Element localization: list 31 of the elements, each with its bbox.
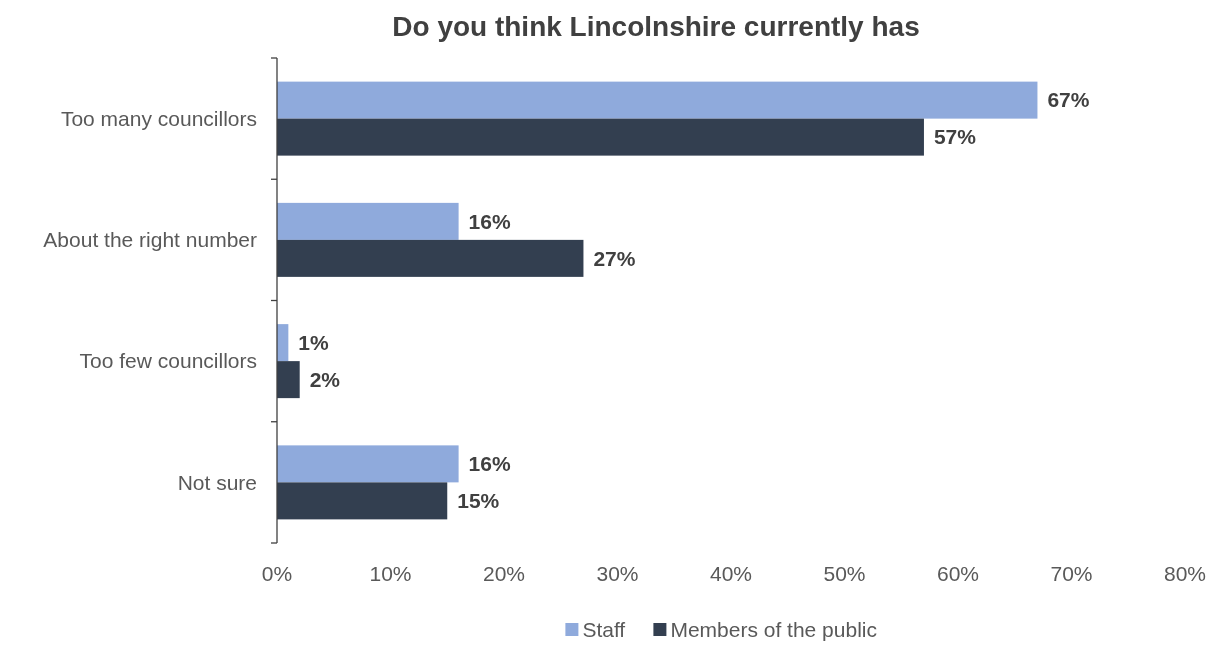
y-tick-label: Too many councillors (60, 106, 257, 130)
x-tick-label: 40% (709, 562, 753, 585)
y-tick-label: About the right number (43, 228, 257, 252)
data-label: 15% (457, 489, 500, 513)
bar (277, 445, 459, 483)
data-label: 16% (468, 209, 511, 233)
x-tick-label: 80% (1163, 562, 1207, 585)
x-tick-label: 20% (482, 562, 526, 585)
data-label: 57% (933, 125, 977, 149)
x-tick-label: 0% (261, 562, 293, 585)
bar (277, 202, 459, 240)
y-tick-label: Too few councillors (79, 349, 257, 373)
data-label: 27% (593, 246, 636, 270)
bar (277, 482, 448, 520)
x-tick-label: 60% (936, 562, 980, 585)
x-tick-label: 70% (1050, 562, 1093, 585)
data-label: 67% (1047, 88, 1090, 112)
bar (277, 118, 924, 156)
chart-title: Do you think Lincolnshire currently has (392, 11, 920, 42)
data-label: 2% (309, 367, 341, 391)
legend-label: Members of the public (670, 618, 878, 641)
data-label: 1% (298, 330, 330, 354)
y-tick-label: Not sure (177, 470, 257, 494)
x-tick-label: 50% (823, 562, 866, 585)
legend-label: Staff (582, 618, 626, 641)
bar (277, 361, 300, 399)
bar (277, 81, 1038, 119)
bar (277, 239, 584, 277)
data-label: 16% (468, 452, 511, 476)
x-tick-label: 10% (369, 562, 412, 585)
x-tick-label: 30% (596, 562, 639, 585)
